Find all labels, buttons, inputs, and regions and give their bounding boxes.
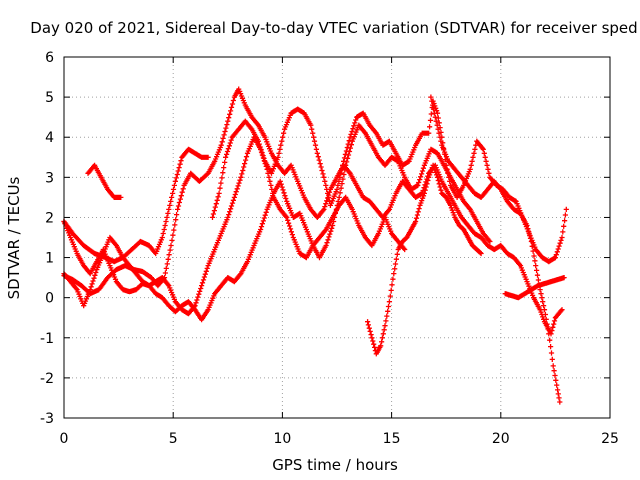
y-tick-label: 2 bbox=[45, 210, 54, 226]
plus-markers bbox=[209, 98, 569, 265]
x-tick-label: 5 bbox=[169, 431, 178, 447]
plus-markers bbox=[61, 122, 493, 323]
y-tick-label: 5 bbox=[45, 90, 54, 106]
chart-title: Day 020 of 2021, Sidereal Day-to-day VTE… bbox=[30, 19, 637, 37]
plus-markers bbox=[365, 162, 484, 357]
y-tick-label: 6 bbox=[45, 50, 54, 66]
y-tick-label: 1 bbox=[45, 251, 54, 267]
x-tick-label: 20 bbox=[492, 431, 510, 447]
y-tick-label: -1 bbox=[40, 331, 54, 347]
plus-markers bbox=[85, 162, 124, 200]
x-tick-label: 10 bbox=[273, 431, 291, 447]
series-track-4 bbox=[61, 122, 493, 323]
plus-markers bbox=[61, 146, 211, 265]
grid-lines bbox=[64, 57, 610, 418]
plot-frame bbox=[63, 56, 611, 419]
y-tick-labels: -3 -2 -1 0 1 2 3 4 5 6 bbox=[40, 50, 54, 427]
x-tick-labels: 0 5 10 15 20 25 bbox=[60, 431, 619, 447]
series-track-1 bbox=[61, 146, 211, 265]
plus-markers bbox=[61, 86, 565, 337]
x-axis-label: GPS time / hours bbox=[272, 456, 398, 474]
y-tick-label: 3 bbox=[45, 170, 54, 186]
data-series bbox=[61, 86, 569, 405]
x-tick-label: 15 bbox=[383, 431, 401, 447]
y-tick-label: 0 bbox=[45, 291, 54, 307]
series-track-5 bbox=[61, 134, 408, 317]
y-axis-label: SDTVAR / TECUs bbox=[5, 176, 23, 299]
y-tick-label: -3 bbox=[40, 411, 54, 427]
plus-markers bbox=[61, 134, 408, 317]
series-track-6 bbox=[209, 98, 569, 265]
series-track-2 bbox=[85, 162, 124, 200]
series-track-7 bbox=[365, 162, 484, 357]
series-track-3 bbox=[61, 86, 565, 337]
series-track-9 bbox=[502, 275, 567, 301]
x-tick-label: 25 bbox=[601, 431, 619, 447]
plus-markers bbox=[502, 275, 567, 301]
y-tick-label: -2 bbox=[40, 371, 54, 387]
x-tick-label: 0 bbox=[60, 431, 69, 447]
series-track-8 bbox=[428, 94, 563, 405]
y-tick-label: 4 bbox=[45, 130, 54, 146]
plus-markers bbox=[428, 94, 563, 405]
axis-ticks bbox=[63, 56, 611, 419]
